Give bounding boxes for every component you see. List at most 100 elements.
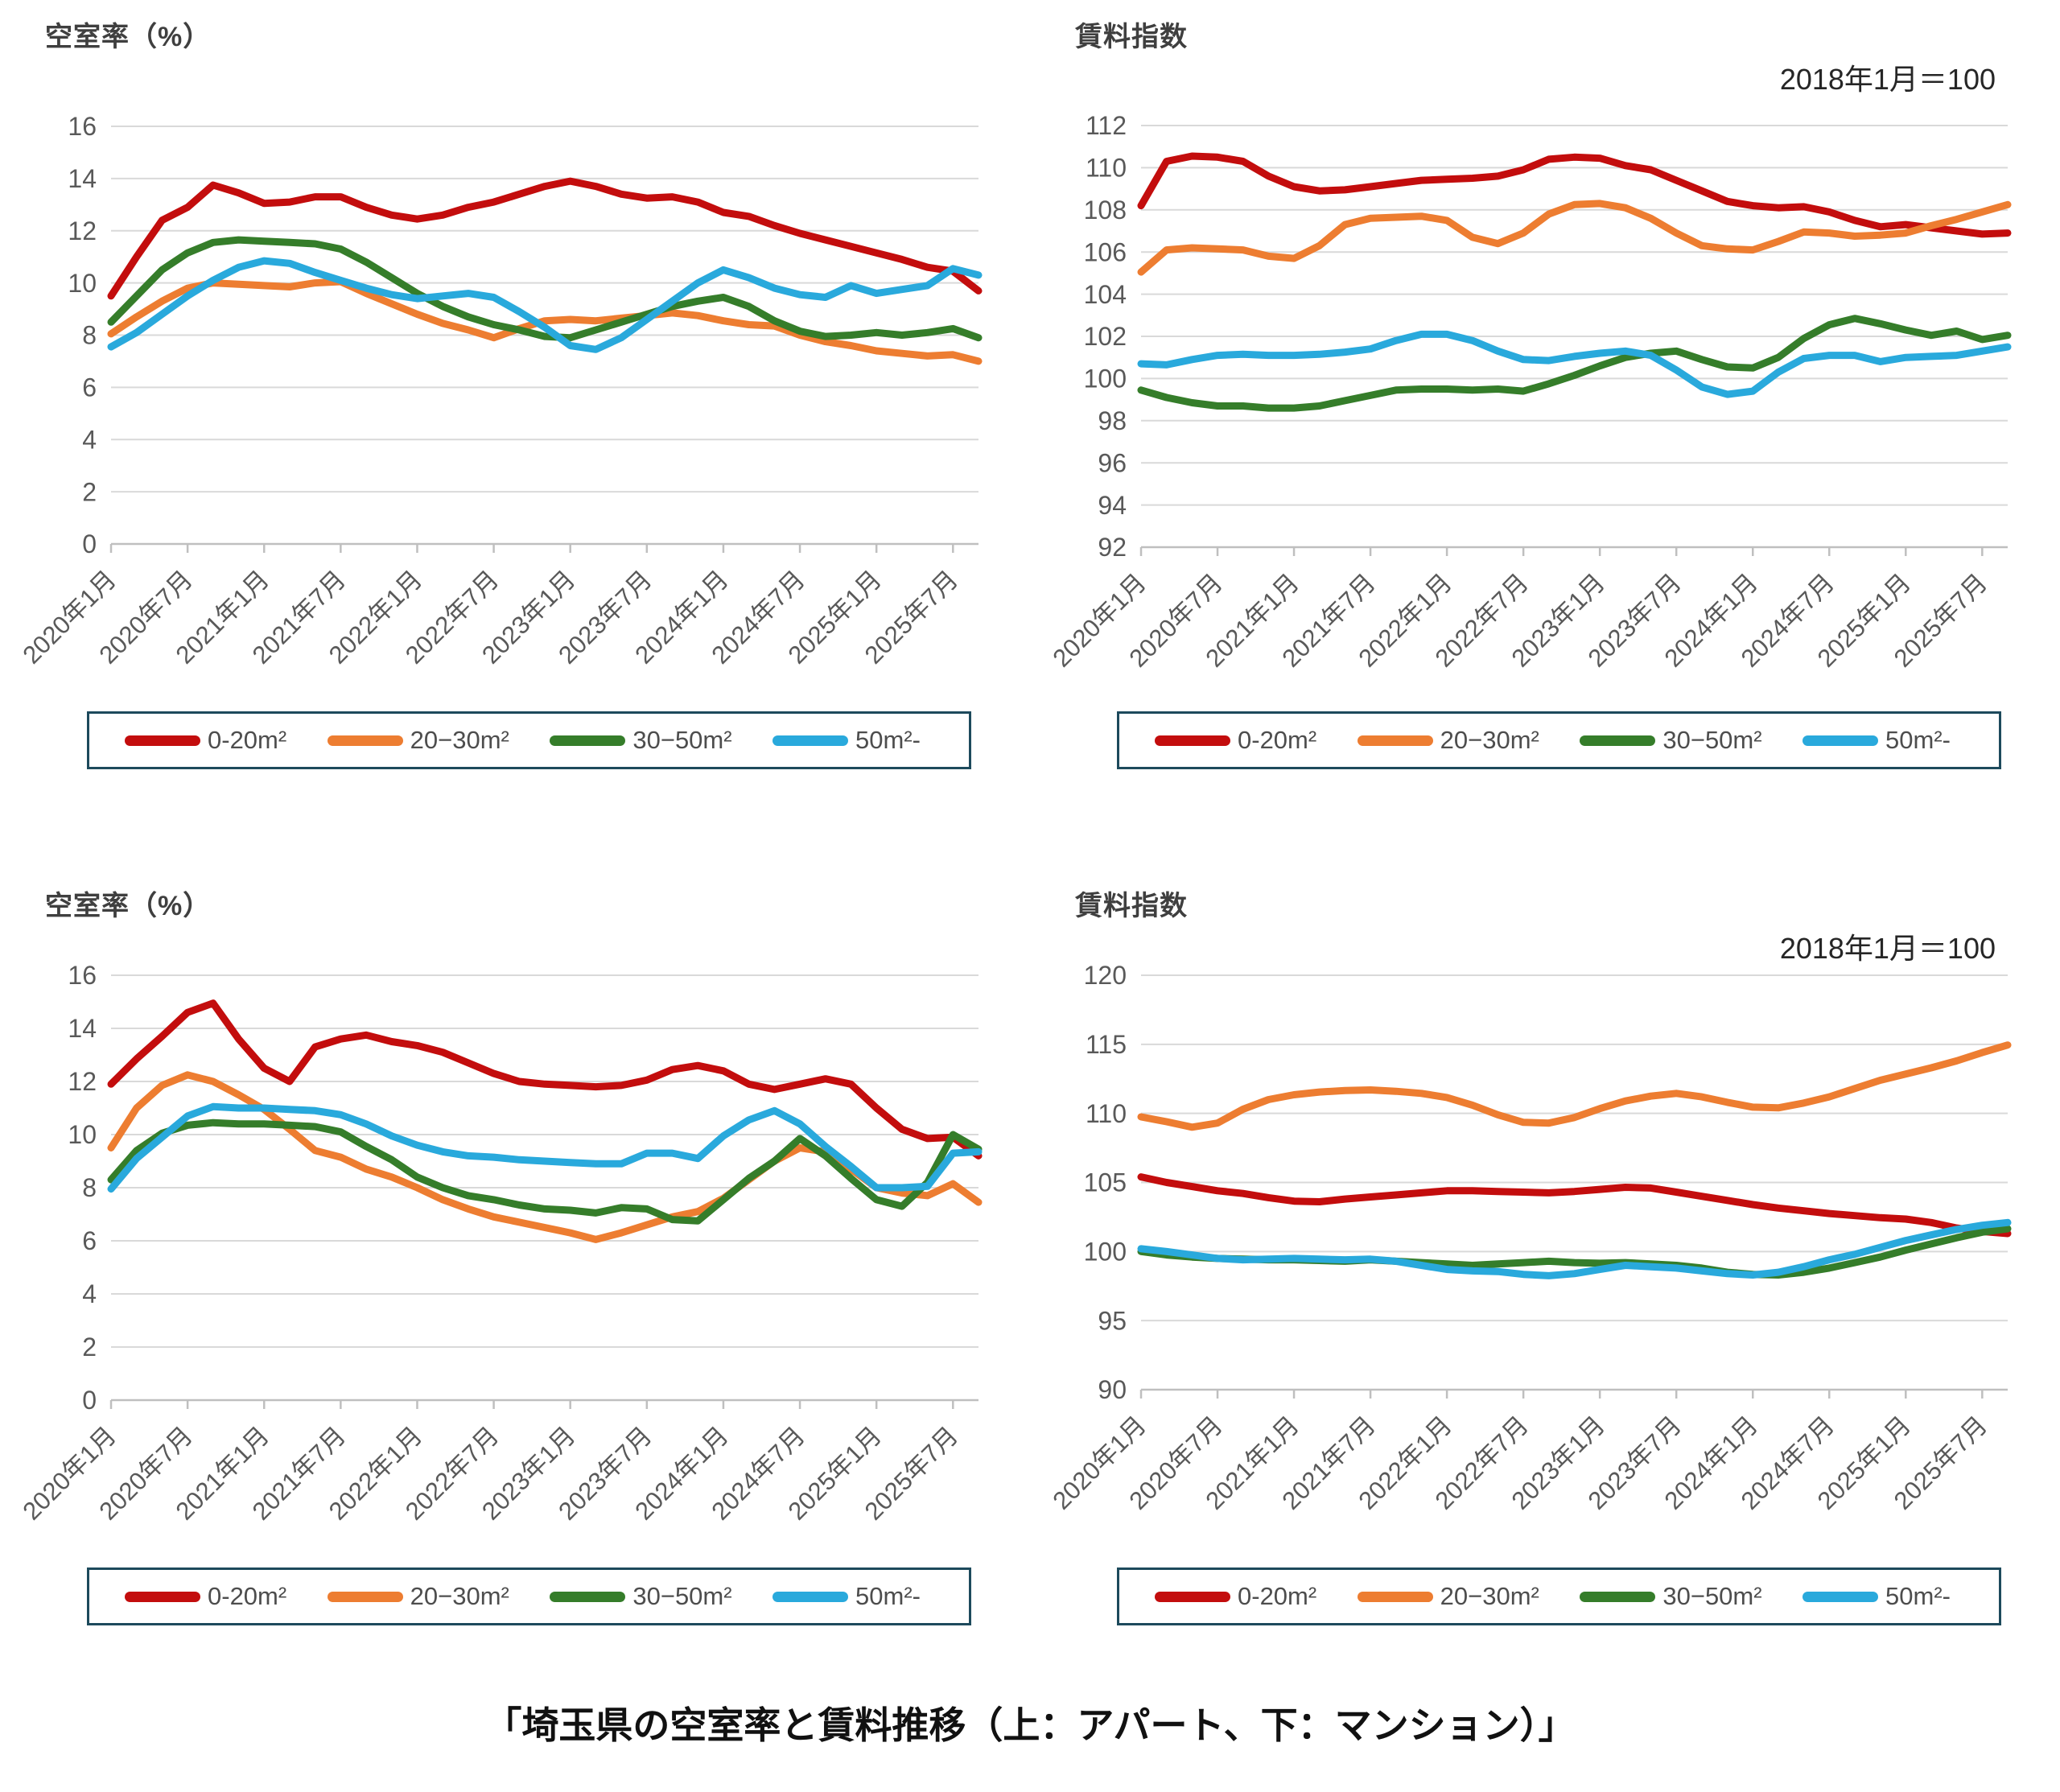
- svg-text:106: 106: [1084, 237, 1127, 266]
- legend-swatch-20−30m²: [1357, 735, 1433, 746]
- legend-item-30−50m²: 30−50m²: [1580, 1582, 1762, 1611]
- x-axis-labels: 2020年1月2020年7月2021年1月2021年7月2022年1月2022年…: [1047, 1411, 1992, 1515]
- svg-text:4: 4: [82, 425, 97, 454]
- panel-apartment-rent-index: 92 94 96 98 100 102 104 106 108 110 112 2020年1月 2020…: [1030, 0, 2060, 869]
- chart-title-condo-vacancy: 空室率（%）: [45, 891, 212, 921]
- legend-swatch-50m²-: [772, 735, 849, 746]
- legend-condo-rent-index: 0-20m² 20−30m² 30−50m² 50m²-: [1117, 1567, 2001, 1625]
- legend-item-0-20m²: 0-20m²: [125, 726, 286, 755]
- svg-text:100: 100: [1084, 365, 1127, 393]
- legend-item-20−30m²: 20−30m²: [1357, 1582, 1539, 1611]
- series-line-30−50m²: [107, 1118, 983, 1225]
- svg-text:95: 95: [1098, 1306, 1127, 1335]
- y-axis-labels: 0 2 4 6 8 10 12 14 16: [68, 961, 97, 1415]
- svg-text:4: 4: [82, 1279, 97, 1308]
- legend-item-20−30m²: 20−30m²: [327, 1582, 509, 1611]
- svg-text:10: 10: [68, 269, 97, 298]
- legend-swatch-30−50m²: [1580, 1591, 1656, 1602]
- panel-condo-vacancy-rate: 0 2 4 6 8 10 12 14 16 2020年1月 2020年7月 2021年1月 2021年7…: [0, 869, 1030, 1738]
- legend-label: 30−50m²: [632, 1582, 732, 1610]
- legend-label: 50m²-: [855, 726, 921, 754]
- chart-subtitle-base-index-2: 2018年1月＝100: [1779, 932, 1996, 965]
- legend-item-0-20m²: 0-20m²: [1155, 726, 1316, 755]
- legend-item-30−50m²: 30−50m²: [1580, 726, 1762, 755]
- legend-label: 50m²-: [1885, 726, 1951, 754]
- svg-text:12: 12: [68, 216, 97, 245]
- chart-title-condo-rent-index: 賃料指数: [1075, 891, 1188, 921]
- legend-swatch-20−30m²: [327, 1591, 403, 1602]
- svg-text:0: 0: [82, 1386, 97, 1415]
- x-axis: [1139, 546, 2008, 556]
- svg-text:110: 110: [1086, 154, 1127, 183]
- svg-text:6: 6: [82, 373, 97, 402]
- legend-label: 20−30m²: [410, 726, 509, 754]
- panel-apartment-vacancy-rate: 0 2 4 6 8 10 12 14 16 2020年1月 2020年7月 2021年1月 2021年7…: [0, 0, 1030, 869]
- legend-swatch-30−50m²: [550, 735, 626, 746]
- y-axis-labels: 92 94 96 98 100 102 104 106 108 110 112: [1084, 111, 1127, 562]
- condo-rent-index-chart: 90 95 100 105 110 115 120 2020年1月2020年7月2021年1月…: [1047, 961, 2012, 1515]
- legend-swatch-50m²-: [772, 1591, 849, 1602]
- legend-item-0-20m²: 0-20m²: [125, 1582, 286, 1611]
- x-axis-labels: 2020年1月2020年7月2021年1月2021年7月2022年1月2022年…: [1047, 568, 1992, 673]
- svg-text:8: 8: [82, 1173, 97, 1202]
- svg-text:108: 108: [1084, 196, 1127, 225]
- svg-text:102: 102: [1084, 322, 1127, 351]
- series-line-0-20m²: [107, 999, 983, 1160]
- legend-item-20−30m²: 20−30m²: [327, 726, 509, 755]
- svg-text:14: 14: [68, 1014, 97, 1043]
- chart-title-apartment-vacancy: 空室率（%）: [45, 22, 212, 52]
- svg-text:90: 90: [1098, 1375, 1127, 1404]
- svg-text:96: 96: [1098, 448, 1127, 477]
- legend-apartment-vacancy: 0-20m² 20−30m² 30−50m² 50m²-: [87, 711, 971, 769]
- svg-text:100: 100: [1084, 1238, 1127, 1267]
- panel-condo-rent-index: 90 95 100 105 110 115 120 2020年1月 2020年7月 2021年1月…: [1030, 869, 2060, 1738]
- chart-title-apartment-rent-index: 賃料指数: [1075, 22, 1188, 52]
- svg-text:2: 2: [82, 1333, 97, 1362]
- figure-caption: 「埼玉県の空室率と賃料推移（上：アパート、下：マンション）」: [484, 1704, 1576, 1746]
- series-line-20−30m²: [107, 278, 983, 365]
- svg-text:16: 16: [68, 961, 97, 990]
- legend-apartment-rent-index: 0-20m² 20−30m² 30−50m² 50m²-: [1117, 711, 2001, 769]
- x-axis-labels: 2020年1月2020年7月2021年1月2021年7月2022年1月2022年…: [17, 1421, 963, 1526]
- svg-text:94: 94: [1098, 491, 1127, 520]
- svg-text:14: 14: [68, 164, 97, 193]
- series-line-20−30m²: [107, 1071, 983, 1243]
- series-line-20−30m²: [1137, 1041, 2012, 1131]
- series-line-50m²-: [107, 1102, 983, 1193]
- legend-label: 0-20m²: [208, 1582, 287, 1610]
- series-line-0-20m²: [107, 177, 983, 300]
- apartment-rent-index-chart: 92 94 96 98 100 102 104 106 108 110 112 2020年1月2020…: [1047, 111, 2012, 673]
- legend-item-30−50m²: 30−50m²: [550, 726, 732, 755]
- series-line-30−50m²: [107, 236, 983, 342]
- svg-text:120: 120: [1084, 961, 1127, 990]
- svg-text:10: 10: [68, 1120, 97, 1149]
- series-line-0-20m²: [1137, 1173, 2012, 1238]
- legend-item-0-20m²: 0-20m²: [1155, 1582, 1316, 1611]
- legend-swatch-30−50m²: [550, 1591, 626, 1602]
- svg-text:112: 112: [1086, 111, 1127, 140]
- svg-text:12: 12: [68, 1067, 97, 1096]
- gridlines: [111, 126, 978, 493]
- svg-text:16: 16: [68, 112, 97, 141]
- series-line-20−30m²: [1137, 200, 2012, 276]
- legend-item-50m²-: 50m²-: [772, 726, 921, 755]
- legend-label: 20−30m²: [1440, 726, 1539, 754]
- legend-label: 50m²-: [1885, 1582, 1951, 1610]
- legend-label: 30−50m²: [632, 726, 732, 754]
- svg-text:6: 6: [82, 1226, 97, 1255]
- legend-label: 0-20m²: [1238, 1582, 1317, 1610]
- series-line-50m²-: [107, 257, 983, 353]
- svg-text:105: 105: [1084, 1168, 1127, 1197]
- svg-text:98: 98: [1098, 406, 1127, 435]
- legend-item-20−30m²: 20−30m²: [1357, 726, 1539, 755]
- legend-label: 20−30m²: [410, 1582, 509, 1610]
- y-axis-labels: 90 95 100 105 110 115 120: [1084, 961, 1127, 1404]
- legend-label: 0-20m²: [208, 726, 287, 754]
- legend-label: 50m²-: [855, 1582, 921, 1610]
- legend-swatch-50m²-: [1802, 735, 1879, 746]
- condo-vacancy-chart: 0 2 4 6 8 10 12 14 16 2020年1月2020年7月2021年1月2021年7…: [17, 961, 983, 1526]
- x-axis: [109, 1399, 978, 1409]
- gridlines: [1141, 125, 2008, 506]
- legend-swatch-0-20m²: [125, 1591, 200, 1602]
